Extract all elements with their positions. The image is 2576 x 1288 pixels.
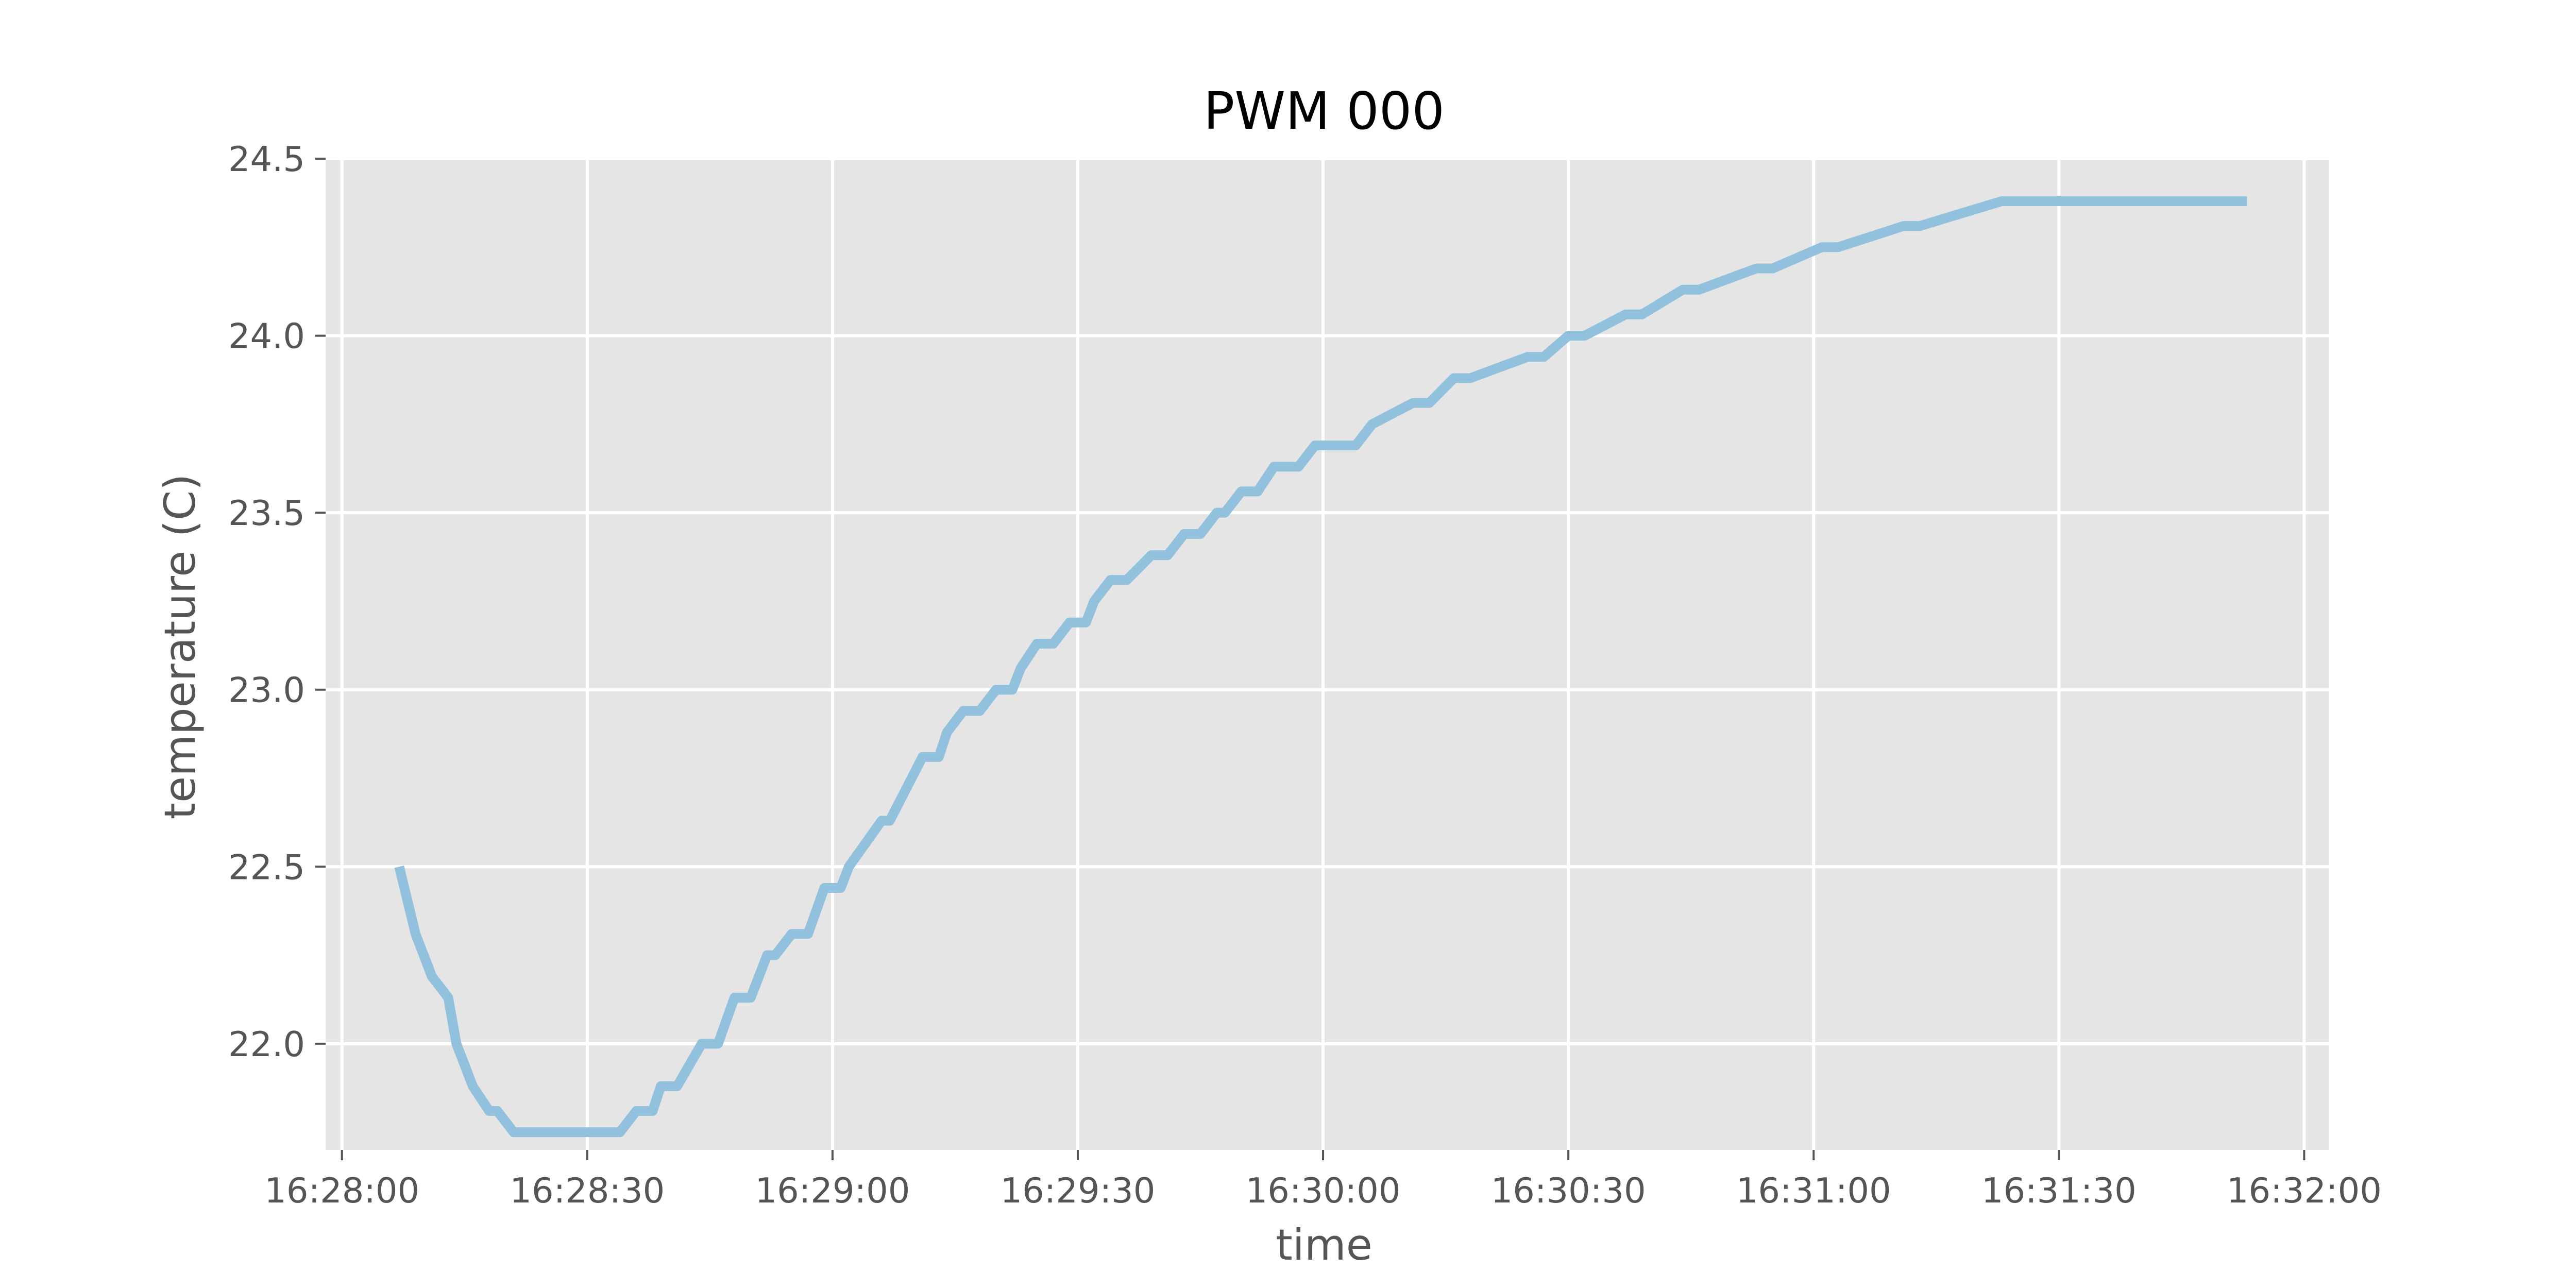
x-tick-label: 16:29:00 [755, 1171, 910, 1211]
y-tick-label: 23.0 [228, 670, 305, 710]
x-tick-label: 16:32:00 [2227, 1171, 2382, 1211]
y-gridlines [326, 157, 2329, 1045]
y-axis-label: temperature (C) [155, 474, 205, 820]
y-ticks: 22.0 22.5 23.0 23.5 24.0 24.5 [228, 139, 326, 1064]
x-ticks: 16:28:00 16:28:30 16:29:00 16:29:30 16:30:00… [264, 1150, 2382, 1211]
y-tick-label: 22.0 [228, 1024, 305, 1064]
y-tick-label: 23.5 [228, 493, 305, 533]
x-gridlines [340, 159, 2306, 1150]
y-tick-label: 24.5 [228, 139, 305, 179]
x-tick-label: 16:30:30 [1491, 1171, 1646, 1211]
x-tick-label: 16:31:30 [1981, 1171, 2137, 1211]
y-tick-label: 22.5 [228, 847, 305, 887]
plot-area [326, 159, 2329, 1150]
chart-title: PWM 000 [1204, 81, 1445, 141]
x-tick-label: 16:31:00 [1736, 1171, 1891, 1211]
x-tick-label: 16:29:30 [1001, 1171, 1156, 1211]
x-tick-label: 16:30:00 [1246, 1171, 1401, 1211]
x-tick-label: 16:28:30 [510, 1171, 665, 1211]
x-axis-label: time [1276, 1220, 1372, 1270]
y-tick-label: 24.0 [228, 316, 305, 357]
x-tick-label: 16:28:00 [264, 1171, 419, 1211]
series-line [394, 196, 2247, 1138]
